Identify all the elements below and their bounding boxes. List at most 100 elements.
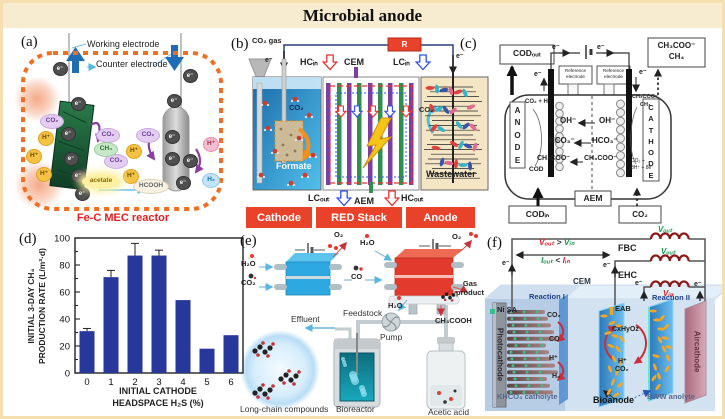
molecule-label: e⁻	[70, 168, 86, 183]
cathode-reaction-label: CO₂ + 8H⁺ + 8e⁻	[631, 158, 654, 171]
electron-label: e⁻	[639, 69, 647, 76]
molecule-label: e⁻	[74, 186, 90, 201]
electron-label: e⁻	[534, 71, 542, 78]
eab-label: EAB	[615, 304, 631, 313]
bar-chart: 0 20 40 60 80 100 0 1 2 3 4 5 6	[54, 234, 244, 388]
svg-text:40: 40	[59, 315, 70, 326]
svg-text:2: 2	[132, 377, 137, 388]
pump-label: Pump	[380, 332, 403, 342]
fbc-label: FBC	[618, 243, 637, 253]
hco3-right-label: HCO₃⁻	[592, 136, 618, 145]
molecule-label: CH₄	[94, 141, 118, 157]
wastewater-label: Wastewater	[426, 169, 476, 179]
molecule-label: CO₂	[40, 113, 64, 129]
v-out-mid-label: Vₒᵤₜ	[661, 247, 676, 256]
chart-x-axis-title: INITIAL CATHODE HEADSPACE H₂S (%)	[88, 386, 228, 409]
molecule-label: H⁺	[126, 143, 142, 159]
formate-label: Formate	[276, 161, 312, 171]
molecule-label: H₂	[202, 172, 220, 188]
svg-text:4: 4	[180, 377, 185, 388]
molecule-label: e⁻	[175, 175, 191, 190]
reactor-dashed-border	[21, 51, 223, 211]
hc-in-label: HCᵢₙ	[300, 57, 318, 67]
molecule-label: e⁻	[182, 153, 198, 168]
ni-sa-legend-icon	[490, 309, 495, 314]
h2o-mid-label: H₂O	[360, 238, 375, 247]
co2-gas-label: CO₂ gas	[252, 36, 282, 45]
red-stack-banner-label: RED Stack	[331, 212, 387, 224]
co2-anode-label: CO₂	[419, 105, 434, 114]
working-electrode-label: Working electrode	[87, 39, 160, 49]
cathode-acetate-label: CH₃COO⁻	[632, 94, 658, 100]
inductor-coil-icon	[649, 280, 690, 288]
figure-art: 0 20 40 60 80 100 0 1 2 3 4 5 6	[14, 33, 722, 411]
gt-op: >	[554, 237, 564, 247]
molecule-label: e⁻	[70, 96, 86, 111]
molecule-label: e⁻	[60, 126, 76, 141]
h2o-low-label: H₂O	[388, 301, 403, 310]
cem-plate	[559, 294, 568, 405]
chart-y-axis-title: INITIAL 3-DAY CH₄ PRODUCTION RATE (L/m³·…	[26, 231, 48, 381]
long-chain-label: Long-chain compounds	[240, 404, 329, 414]
svg-text:20: 20	[59, 342, 70, 353]
panel-c-label: (c)	[460, 36, 477, 52]
o2-right-label: O₂	[452, 232, 462, 241]
h-plus-label: H⁺	[549, 355, 558, 362]
inductor-coil-icon	[649, 232, 690, 240]
panel-f-generated	[507, 309, 673, 398]
electron-label: e⁻	[502, 260, 510, 267]
gas-product-label: Gas product	[456, 279, 484, 297]
co-label: CO	[351, 272, 363, 281]
current-comparison: Iₒᵤₜ < Iᵢₙ	[541, 255, 570, 266]
svg-text:6: 6	[228, 377, 233, 388]
hc-out-label: HCₒᵤₜ	[401, 193, 424, 203]
svg-text:1: 1	[108, 377, 113, 388]
cathode-methane-label: CH₄	[640, 102, 651, 108]
reaction-2-label: Reaction II	[652, 293, 690, 302]
anode-banner	[406, 207, 475, 228]
cod-in-label: CODᵢₙ	[525, 209, 550, 219]
o2-left-label: O₂	[334, 230, 344, 239]
lc-out-label: LCₒᵤₜ	[308, 193, 330, 203]
panel-f-label: (f)	[487, 235, 502, 251]
svg-text:60: 60	[59, 288, 70, 299]
anode-banner-label: Anode	[423, 212, 458, 224]
co-electrolyzer	[395, 249, 463, 258]
svg-text:80: 80	[59, 261, 70, 272]
electron-label: e⁻	[694, 281, 702, 288]
electron-label: e⁻	[597, 44, 605, 51]
lt-op: <	[552, 255, 563, 265]
effluent-label: Effluent	[291, 314, 320, 324]
svg-text:3: 3	[156, 377, 161, 388]
molecule-label: acetate	[82, 174, 120, 188]
resistor-box	[387, 37, 422, 52]
cem-label: CEM	[573, 277, 591, 286]
acetic-acid-label: Acetic acid	[428, 407, 470, 417]
molecule-label: CO₂	[96, 127, 120, 143]
cxhyoz-label: CxHyOz	[612, 326, 639, 333]
molecule-label: e⁻	[166, 93, 182, 108]
anode-vertical-label: A N O D E	[514, 106, 521, 165]
panel-e-generated	[252, 290, 457, 400]
co2-label: CO₂	[241, 278, 256, 287]
panel-b-art	[246, 37, 489, 228]
co2-label: CO₂	[615, 366, 629, 373]
figure-title-bar: Microbial anode	[3, 3, 722, 28]
electron-label: e⁻	[456, 53, 464, 60]
x-axis-line1: INITIAL CATHODE	[119, 386, 197, 396]
molecule-label: e⁻	[52, 61, 68, 76]
molecule-label: e⁻	[63, 151, 79, 166]
panel-a-art	[14, 33, 223, 211]
y-axis-line1: INITIAL 3-DAY CH₄	[25, 268, 36, 344]
khco3-catholyte-label: KHCO₃ catholyte	[497, 392, 558, 401]
cem-tick	[354, 67, 358, 78]
aem-tick	[369, 182, 373, 193]
oh-left-label: OH⁻	[560, 116, 577, 125]
electron-label: e⁻	[635, 280, 643, 287]
panel-c-generated	[555, 99, 625, 178]
x-axis-line2: HEADSPACE H₂S (%)	[112, 397, 204, 408]
co2-label: CO₂	[547, 312, 561, 319]
y-axis-line2: PRODUCTION RATE (L/m³·d)	[37, 248, 47, 365]
cem-label: CEM	[344, 57, 364, 67]
bioanode-plate	[648, 298, 674, 402]
